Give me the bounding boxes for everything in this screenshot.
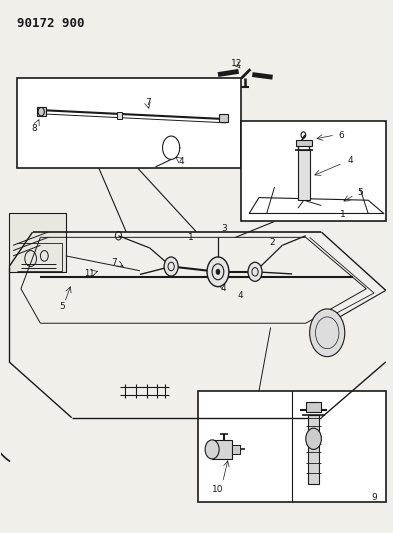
Text: 4: 4 (178, 157, 184, 166)
Text: 9: 9 (371, 492, 377, 502)
Circle shape (205, 440, 219, 459)
Text: 3: 3 (221, 224, 227, 233)
Text: 5: 5 (59, 302, 65, 311)
Circle shape (164, 257, 178, 276)
Bar (9, 214, 66, 272)
Text: 5: 5 (358, 188, 363, 197)
Text: 6: 6 (338, 131, 344, 140)
Bar (306, 402, 321, 413)
Text: 8: 8 (32, 124, 37, 133)
Bar (298, 150, 310, 200)
Text: 2: 2 (270, 238, 275, 247)
Bar (212, 440, 231, 459)
Bar (231, 445, 240, 454)
Circle shape (310, 309, 345, 357)
Circle shape (306, 428, 321, 449)
Circle shape (216, 269, 220, 274)
Text: 7: 7 (112, 258, 118, 266)
Bar (37, 107, 46, 116)
Text: 10: 10 (212, 484, 224, 494)
Text: 90172 900: 90172 900 (17, 17, 84, 30)
Text: 12: 12 (231, 60, 242, 68)
Bar (116, 112, 122, 118)
Text: 11: 11 (84, 269, 94, 278)
Text: 4: 4 (348, 156, 353, 165)
Circle shape (248, 262, 262, 281)
Text: 1: 1 (340, 210, 346, 219)
Circle shape (207, 257, 229, 287)
Bar (308, 415, 320, 484)
Text: 4: 4 (221, 284, 227, 293)
Text: 4: 4 (237, 291, 243, 300)
Bar (241, 120, 386, 221)
Bar (296, 140, 312, 146)
Text: 1: 1 (188, 233, 193, 242)
Bar (219, 114, 228, 122)
Text: 7: 7 (145, 98, 151, 107)
Bar (17, 78, 241, 168)
Bar (198, 391, 386, 503)
